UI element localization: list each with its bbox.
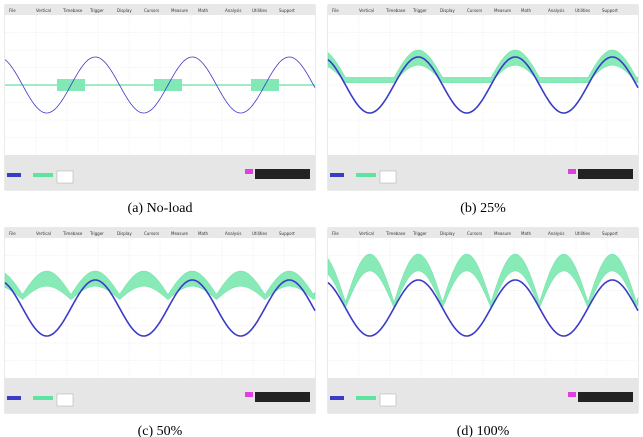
status-box [7,173,21,177]
status-box [33,173,53,177]
menu-item: Utilities [252,231,267,236]
status-box [578,169,633,179]
menu-item: Vertical [359,8,374,13]
menu-item: Support [279,231,295,236]
figure: File Vertical Timebase Trigger Display Cursor… [0,0,643,437]
menu-item: Timebase [385,8,406,13]
menu-item: Analysis [225,231,241,236]
panel-caption: (d) 100% [457,424,510,437]
menu-bar [328,228,638,238]
menu-item: Analysis [225,8,241,13]
status-box [7,396,21,400]
status-box [33,396,53,400]
scope-panel: File Vertical Timebase Trigger Display Cursor… [5,228,315,413]
status-box [255,169,310,179]
menu-item: Measure [494,8,512,13]
scope-panel: File Vertical Timebase Trigger Display Cursor… [5,5,315,190]
status-box [57,171,73,183]
menu-item: Display [440,231,455,236]
menu-item: Analysis [548,231,564,236]
menu-item: Vertical [36,8,51,13]
status-box [568,169,576,174]
menu-item: Timebase [62,8,83,13]
menu-bar [5,5,315,15]
menu-item: Math [198,8,208,13]
menu-item: Display [117,8,132,13]
menu-item: File [332,231,339,236]
menu-item: Trigger [412,231,427,236]
menu-item: Trigger [89,8,104,13]
status-box [568,392,576,397]
menu-item: Display [440,8,455,13]
menu-item: Analysis [548,8,564,13]
menu-item: Cursors [467,8,482,13]
menu-item: Support [279,8,295,13]
status-box [330,396,344,400]
menu-item: Math [198,231,208,236]
status-box [380,171,396,183]
status-box [578,392,633,402]
panel-caption: (c) 50% [138,424,183,437]
menu-item: Math [521,8,531,13]
menu-item: Cursors [144,8,159,13]
menu-item: Support [602,231,618,236]
menu-item: Utilities [252,8,267,13]
menu-item: Trigger [89,231,104,236]
menu-item: Cursors [144,231,159,236]
status-box [356,396,376,400]
panel-caption: (a) No-load [128,201,193,216]
menu-bar [328,5,638,15]
status-box [245,392,253,397]
menu-item: File [9,8,16,13]
status-box [330,173,344,177]
menu-item: File [9,231,16,236]
menu-item: Timebase [385,231,406,236]
status-box [356,173,376,177]
menu-item: Trigger [412,8,427,13]
menu-item: File [332,8,339,13]
menu-item: Utilities [575,231,590,236]
menu-item: Utilities [575,8,590,13]
scope-panel: File Vertical Timebase Trigger Display Cursor… [328,5,638,190]
menu-item: Support [602,8,618,13]
menu-item: Display [117,231,132,236]
menu-item: Measure [171,231,189,236]
menu-item: Timebase [62,231,83,236]
menu-item: Math [521,231,531,236]
menu-item: Vertical [359,231,374,236]
menu-item: Vertical [36,231,51,236]
panel-caption: (b) 25% [460,201,506,216]
status-box [245,169,253,174]
menu-item: Measure [171,8,189,13]
menu-item: Cursors [467,231,482,236]
status-box [380,394,396,406]
status-box [255,392,310,402]
scope-panel: File Vertical Timebase Trigger Display Cursor… [328,228,638,413]
status-box [57,394,73,406]
menu-item: Measure [494,231,512,236]
menu-bar [5,228,315,238]
